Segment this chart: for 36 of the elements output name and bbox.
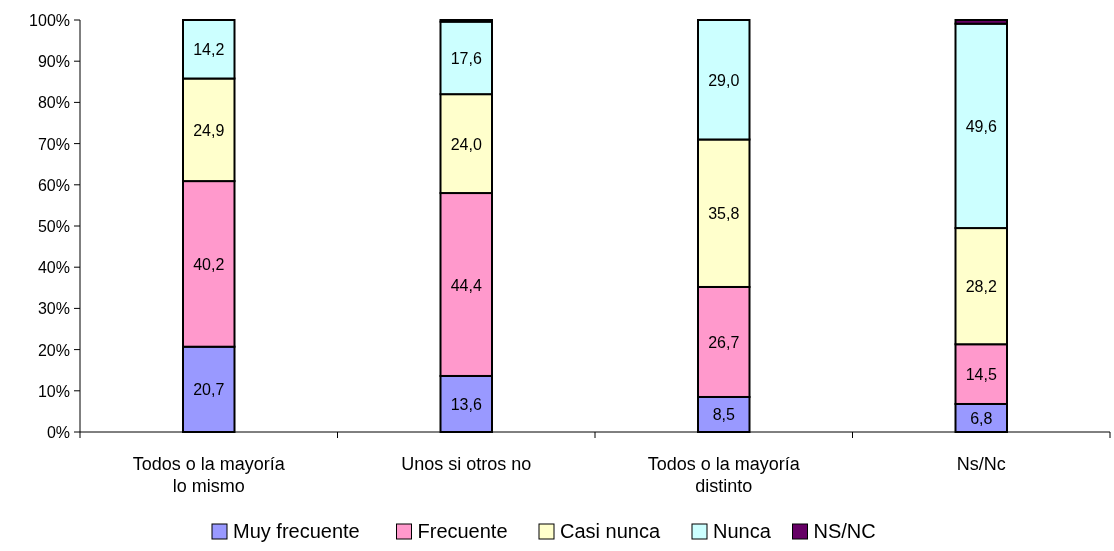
- legend-label: Casi nunca: [560, 520, 661, 542]
- legend-label: Frecuente: [417, 520, 508, 542]
- data-label: 35,8: [708, 205, 740, 223]
- y-tick-label: 100%: [29, 12, 70, 29]
- x-tick-label: Ns/Nc: [956, 454, 1006, 474]
- data-label: 40,2: [193, 255, 225, 273]
- data-label: 8,5: [712, 406, 735, 424]
- y-tick-label: 40%: [37, 259, 70, 277]
- data-label: 24,9: [193, 121, 225, 139]
- data-label: 29,0: [708, 71, 740, 89]
- data-label: 28,2: [965, 278, 997, 296]
- y-tick-label: 30%: [37, 300, 70, 318]
- legend-label: NS/NC: [813, 520, 876, 542]
- y-tick-label: 0%: [46, 424, 70, 441]
- legend-label: Nunca: [713, 520, 772, 542]
- data-label: 13,6: [450, 395, 482, 413]
- y-tick-label: 50%: [37, 218, 70, 235]
- y-tick-label: 60%: [37, 176, 70, 194]
- x-tick-label: Todos o la mayoría lo mismo: [132, 454, 286, 496]
- data-label: 24,0: [450, 135, 482, 153]
- data-label: 20,7: [193, 381, 225, 399]
- y-tick-label: 80%: [37, 94, 70, 112]
- data-label: 49,6: [965, 117, 997, 135]
- y-tick-label: 70%: [37, 135, 70, 153]
- data-label: 6,8: [970, 409, 993, 427]
- x-tick-label: Todos o la mayoría distinto: [647, 454, 801, 496]
- y-tick-label: 10%: [37, 382, 70, 400]
- x-tick-label: Unos si otros no: [401, 454, 532, 474]
- data-label: 17,6: [450, 49, 482, 67]
- y-tick-label: 90%: [37, 53, 70, 71]
- data-label: 14,5: [965, 366, 997, 384]
- legend-label: Muy frecuente: [233, 520, 360, 542]
- data-label: 26,7: [708, 333, 740, 351]
- y-tick-label: 20%: [37, 341, 70, 359]
- data-label: 44,4: [450, 276, 482, 294]
- data-label: 14,2: [193, 41, 225, 59]
